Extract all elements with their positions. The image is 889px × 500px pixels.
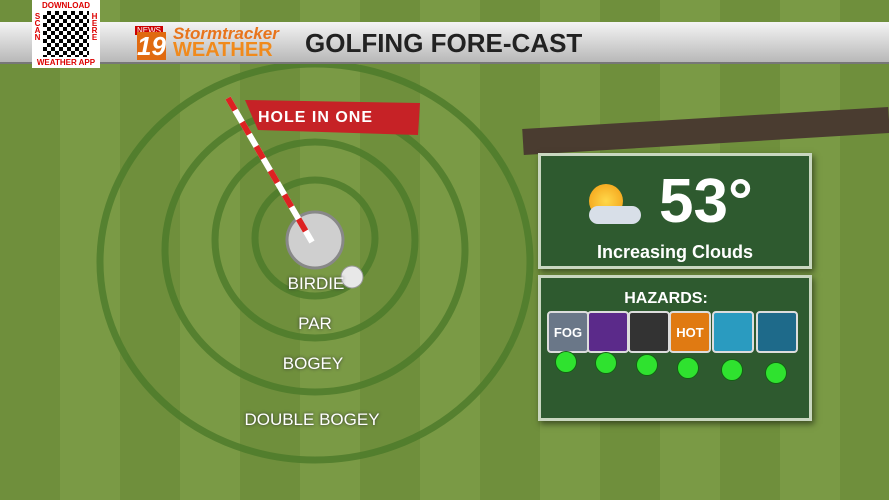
status-dot (677, 357, 699, 379)
status-dot (765, 362, 787, 384)
hazards-panel: HAZARDS: FOG HOT (538, 275, 812, 421)
flag-label: HOLE IN ONE (258, 109, 374, 126)
status-dot (636, 354, 658, 376)
hot-icon: HOT (669, 311, 711, 353)
ring-label: BOGEY (282, 354, 344, 373)
logo-weather: WEATHER (173, 39, 273, 61)
cloud-icon (589, 206, 641, 224)
qr-code (43, 11, 89, 57)
status-dot (595, 352, 617, 374)
ice-icon (712, 311, 754, 353)
qr-bottom: WEATHER APP (36, 58, 96, 67)
header-title: GOLFING FORE-CAST (305, 28, 583, 58)
qr-left: SCAN (33, 12, 42, 40)
lightning-icon (587, 311, 629, 353)
qr-top: DOWNLOAD (42, 1, 90, 10)
rain-icon (628, 311, 670, 353)
wind-icon (756, 311, 798, 353)
temperature: 53° (659, 167, 753, 236)
logo-number: 19 (137, 31, 166, 61)
fog-icon: FOG (547, 311, 589, 353)
forecast-panel: 53° Increasing Clouds (538, 153, 812, 269)
ring-label: BIRDIE (287, 274, 345, 293)
logo: NEWS 19 Stormtracker WEATHER (135, 24, 300, 61)
logo-brand: Stormtracker (173, 24, 279, 43)
logo-news: NEWS (135, 26, 163, 35)
ring-label: DOUBLE BOGEY (244, 410, 380, 429)
status-dot (555, 351, 577, 373)
hazards-title: HAZARDS: (624, 290, 708, 307)
condition: Increasing Clouds (596, 242, 754, 262)
ring-label: PAR (298, 314, 332, 333)
qr-box: DOWNLOAD SCAN HERE WEATHER APP (32, 0, 100, 68)
status-dot (721, 359, 743, 381)
qr-right: HERE (90, 12, 99, 40)
